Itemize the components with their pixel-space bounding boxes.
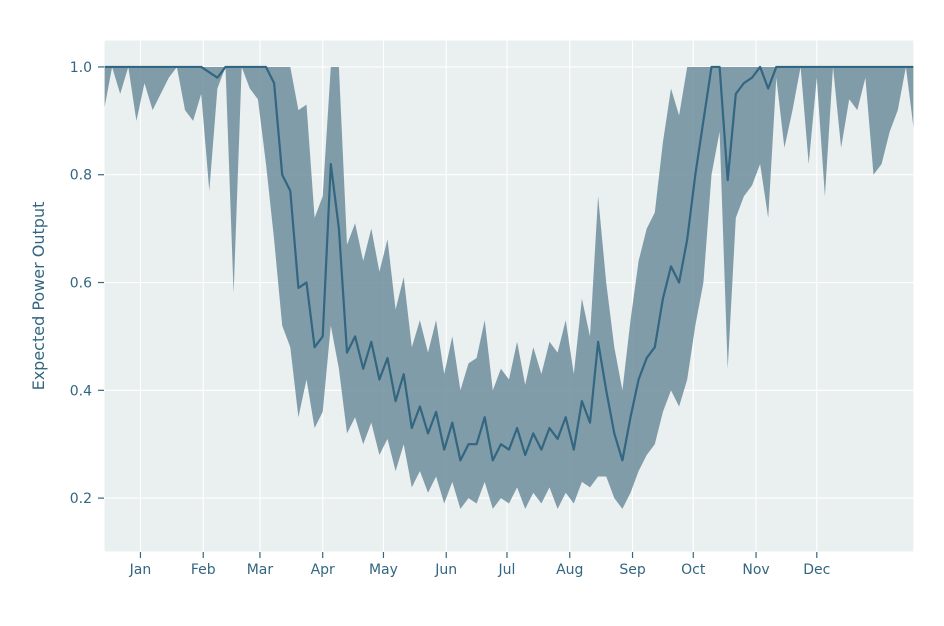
x-tick-label: Oct — [681, 562, 706, 578]
x-tick-label: May — [369, 562, 398, 578]
x-tick-label: Sep — [619, 562, 646, 578]
x-tick-label: Mar — [247, 562, 274, 578]
y-tick-label: 0.2 — [70, 491, 92, 507]
x-tick-label: Nov — [742, 562, 769, 578]
x-tick-label: Apr — [311, 562, 335, 578]
x-tick-label: Aug — [556, 562, 583, 578]
chart-container: Jan Feb Mar Apr May Jun Jul Aug Sep Oct Nov Dec 0.2 0… — [0, 0, 944, 626]
y-tick-label: 0.8 — [70, 168, 92, 184]
x-tick-label: Jun — [434, 562, 457, 578]
x-tick-label: Feb — [191, 562, 216, 578]
x-tick-label: Jan — [129, 562, 152, 578]
x-tick-label: Dec — [803, 562, 830, 578]
y-tick-label: 0.4 — [70, 383, 92, 399]
y-tick-label: 1.0 — [70, 60, 92, 76]
chart-svg: Jan Feb Mar Apr May Jun Jul Aug Sep Oct Nov Dec 0.2 0… — [0, 0, 944, 626]
x-tick-label: Jul — [498, 562, 516, 578]
y-axis-label: Expected Power Output — [29, 202, 48, 391]
y-tick-label: 0.6 — [70, 276, 92, 292]
